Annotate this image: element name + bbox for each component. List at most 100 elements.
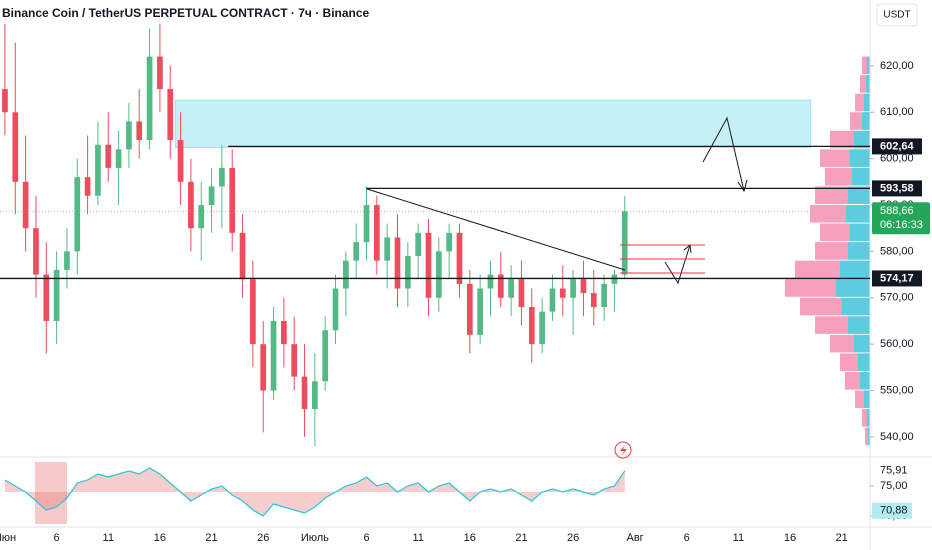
candle-body: [415, 232, 422, 257]
x-tick-label: 6: [363, 532, 369, 544]
last-price-label: 588,66: [880, 205, 914, 217]
alert-bolt: [620, 445, 627, 456]
volume-profile-bar-part: [848, 242, 870, 260]
volume-profile-bar: [862, 56, 870, 75]
candle-body: [188, 181, 194, 229]
candle-body: [229, 167, 236, 233]
x-tick-label: Авг: [626, 532, 643, 544]
x-tick-label: 11: [412, 532, 423, 544]
candle-body: [343, 260, 349, 289]
candle-body: [332, 288, 339, 331]
volume-profile-bar-part: [868, 427, 870, 446]
candle-body: [198, 205, 205, 229]
x-tick-label: 16: [784, 532, 796, 544]
candle-body: [580, 279, 587, 294]
candle-body: [363, 205, 370, 243]
candle-body: [126, 121, 132, 150]
x-tick-label: Июн: [0, 532, 16, 544]
x-tick-label: 21: [515, 532, 527, 544]
indicator-line: [4, 467, 626, 517]
volume-profile-bar-part: [866, 56, 870, 75]
currency: USDT: [883, 10, 910, 21]
indicator-badge: [872, 502, 912, 519]
candle-body: [167, 89, 174, 141]
candle-body: [219, 167, 225, 187]
indicator-tick-label: 75,00: [880, 480, 908, 492]
candle-body: [33, 228, 39, 275]
x-tick-label: 11: [733, 532, 744, 544]
candle-body: [53, 269, 60, 321]
y-tick-label: 570,00: [880, 292, 914, 304]
volume-profile-bar-part: [860, 371, 870, 390]
level-badge: [872, 180, 922, 197]
volume-profile-bar-part: [848, 186, 870, 205]
candle-body: [250, 279, 256, 345]
x-tick-label: 26: [257, 532, 269, 544]
candle-body: [487, 274, 494, 289]
candle-body: [549, 288, 556, 312]
arrow-head: [737, 179, 748, 193]
volume-profile-bar-part: [836, 279, 870, 297]
level-label: 593,58: [880, 182, 914, 194]
candle-body: [559, 288, 566, 298]
level-badge: [872, 270, 922, 287]
x-tick-label: 21: [836, 532, 848, 544]
candle-body: [621, 211, 628, 275]
candle-body: [611, 274, 618, 284]
candle-body: [353, 242, 360, 261]
candle-body: [105, 144, 112, 168]
volume-profile-bar: [862, 409, 870, 427]
x-tick-label: 16: [464, 532, 476, 544]
volume-profile-bar: [865, 427, 870, 446]
volume-profile-bar-part: [842, 297, 870, 316]
candle-body: [115, 149, 122, 168]
candle-body: [404, 256, 411, 289]
candle-body: [590, 293, 597, 308]
x-tick-label: 11: [103, 532, 114, 544]
volume-profile-bar-part: [840, 260, 870, 279]
projection-arrow: [702, 116, 745, 192]
volume-profile-bar-part: [852, 167, 870, 186]
level-label: 602,64: [880, 140, 915, 152]
candle-body: [570, 279, 576, 298]
y-tick-label: 600,00: [880, 153, 914, 165]
candle-body: [374, 205, 380, 261]
title-bg: [0, 4, 340, 24]
y-tick-label: 540,00: [880, 431, 914, 443]
volume-profile-bar-part: [866, 75, 870, 93]
last-price-badge: [872, 202, 930, 235]
level-badge: [872, 138, 922, 155]
volume-profile-bar-part: [858, 353, 870, 371]
candle-body: [12, 112, 19, 182]
candle-body: [601, 283, 607, 308]
y-tick-label: 550,00: [880, 384, 914, 396]
candle-body: [384, 237, 391, 261]
candle-body: [146, 56, 153, 141]
currency-button[interactable]: [876, 3, 918, 27]
volume-profile-bar-part: [862, 112, 870, 130]
candle-body: [394, 237, 401, 289]
candle-body: [239, 232, 246, 280]
candle-body: [22, 181, 29, 229]
resistance-zone: [174, 99, 812, 148]
trend-line: [366, 188, 626, 271]
candle-body: [312, 381, 318, 410]
candle-body: [136, 121, 143, 141]
candle-body: [208, 186, 215, 206]
volume-profile-bar-part: [864, 93, 870, 112]
candle-body: [466, 283, 473, 335]
candle-body: [43, 274, 50, 321]
indicator-marker: 70,88: [880, 505, 908, 517]
candle-body: [477, 288, 483, 335]
candle-body: [518, 279, 525, 308]
candle-body: [528, 307, 535, 345]
x-tick-label: 26: [567, 532, 579, 544]
y-tick-label: 580,00: [880, 245, 914, 257]
x-tick-label: 6: [684, 532, 690, 544]
volume-profile-bar: [860, 75, 870, 93]
volume-profile-bar-part: [866, 409, 870, 427]
volume-profile-bar-part: [864, 390, 870, 409]
